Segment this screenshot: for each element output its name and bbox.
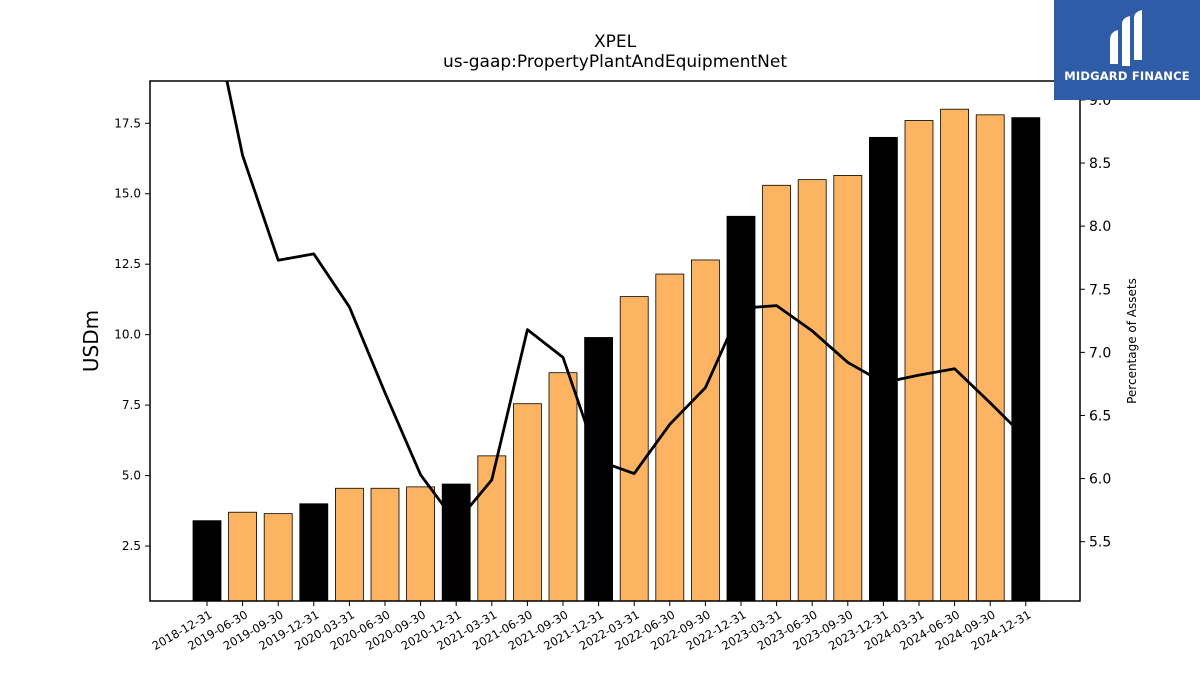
- y2-axis-label: Percentage of Assets: [1125, 278, 1139, 404]
- bar-2018-12-31: [192, 520, 222, 601]
- y2-tick-label: 6.5: [1089, 408, 1111, 424]
- bar-2019-12-31: [299, 503, 329, 601]
- brand-name: MIDGARD FINANCE: [1064, 69, 1190, 83]
- bar-2023-03-31: [762, 184, 791, 601]
- bar-2019-09-30: [263, 513, 293, 601]
- bar-2022-09-30: [691, 259, 720, 601]
- y2-tick-label: 5.5: [1089, 535, 1111, 551]
- bar-2024-12-31: [1011, 117, 1041, 601]
- bar-2022-12-31: [726, 215, 756, 601]
- bar-2020-03-31: [334, 487, 364, 601]
- y-axis-label: USDm: [79, 310, 103, 372]
- brand-logo: MIDGARD FINANCE: [1054, 0, 1200, 100]
- percentage-of-assets-line: [225, 81, 1027, 525]
- y-tick-label: 2.5: [122, 539, 141, 553]
- bar-2020-12-31: [441, 483, 471, 601]
- bar-2020-06-30: [370, 487, 400, 601]
- y-tick-label: 12.5: [114, 257, 141, 271]
- y2-tick-label: 8.0: [1089, 219, 1111, 235]
- y-tick-label: 10.0: [114, 328, 141, 342]
- bar-2021-06-30: [513, 403, 542, 601]
- chart-subtitle: us-gaap:PropertyPlantAndEquipmentNet: [443, 52, 787, 72]
- y2-tick-label: 6.0: [1089, 472, 1111, 488]
- bar-2022-03-31: [619, 296, 649, 601]
- bar-2021-09-30: [548, 372, 578, 601]
- midgard-logo-icon: [1110, 10, 1142, 66]
- bar-2021-12-31: [584, 337, 613, 601]
- bar-2023-09-30: [833, 175, 863, 601]
- bar-2023-12-31: [869, 136, 898, 601]
- bar-2024-03-31: [904, 120, 934, 601]
- y-tick-label: 7.5: [122, 398, 141, 412]
- bar-2023-06-30: [797, 179, 827, 601]
- bar-2024-06-30: [940, 108, 969, 601]
- y2-tick-label: 7.0: [1089, 345, 1111, 361]
- bar-2024-09-30: [975, 114, 1005, 601]
- y2-tick-label: 8.5: [1089, 156, 1111, 172]
- chart-title: XPEL: [593, 32, 637, 52]
- bar-2020-09-30: [406, 486, 436, 601]
- bar-2019-06-30: [228, 511, 258, 601]
- y-tick-label: 5.0: [122, 469, 141, 483]
- y-tick-label: 17.5: [114, 116, 141, 130]
- plot-frame: [149, 80, 1081, 602]
- y2-tick-label: 7.5: [1089, 282, 1111, 298]
- y-tick-label: 15.0: [114, 187, 141, 201]
